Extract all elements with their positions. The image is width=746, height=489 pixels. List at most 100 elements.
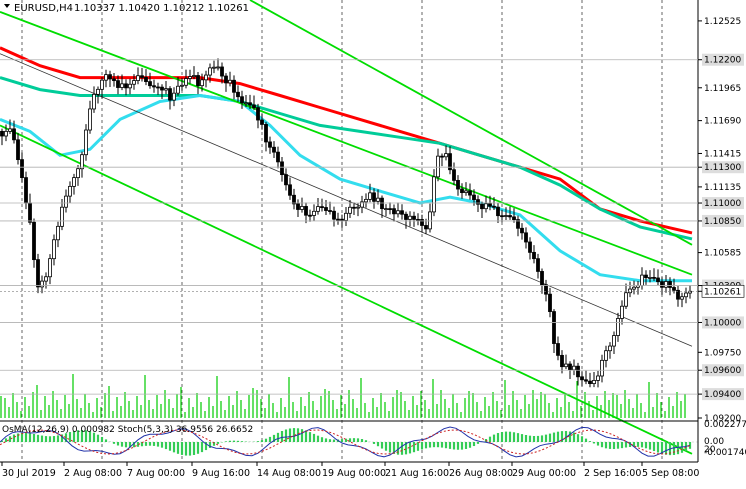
candle-body: [556, 343, 560, 356]
candle-body: [56, 225, 60, 241]
price-tick-label: 1.11000: [704, 199, 741, 209]
candle-body: [100, 79, 104, 90]
candle-body: [52, 239, 56, 260]
candle-body: [208, 67, 212, 76]
price-tick-label: 1.11965: [704, 84, 741, 94]
candle-body: [416, 218, 420, 221]
candle-body: [612, 335, 616, 347]
indicator-tick-label: -0.0017409: [704, 448, 746, 458]
level-label-bg: [702, 161, 744, 174]
candle-body: [60, 206, 64, 227]
candle-body: [4, 130, 8, 137]
level-label-bg: [702, 214, 744, 227]
triangle-down-icon[interactable]: [4, 4, 10, 8]
candle-body: [116, 80, 120, 88]
candle-body: [512, 216, 516, 221]
candle-body: [528, 241, 532, 253]
indicator-tick-label: 0.0022772: [704, 420, 746, 430]
level-label-bg: [702, 53, 744, 66]
candle-body: [172, 92, 176, 101]
time-tick-label: 9 Aug 16:00: [192, 468, 250, 479]
candle-body: [472, 194, 476, 201]
candle-body: [680, 296, 684, 300]
candle-body: [268, 141, 272, 148]
ohlc-values: 1.10337 1.10420 1.10212 1.10261: [74, 3, 249, 14]
candle-body: [188, 76, 192, 79]
candle-body: [628, 288, 632, 294]
candle-body: [372, 192, 376, 202]
stochastic-signal-line: [0, 429, 691, 455]
time-tick-label: 21 Aug 16:00: [385, 468, 449, 479]
candle-body: [344, 212, 348, 221]
price-tick-label: 1.11415: [704, 149, 741, 159]
candle-body: [12, 128, 16, 141]
symbol-label: EURUSD,H4: [14, 3, 73, 14]
candle-body: [248, 102, 252, 106]
candle-body: [488, 203, 492, 207]
candle-body: [652, 276, 656, 279]
time-tick-label: 5 Sep 08:00: [642, 468, 699, 479]
candle-body: [320, 206, 324, 209]
candle-body: [20, 159, 24, 179]
candle-body: [484, 203, 488, 210]
candle-body: [348, 206, 352, 214]
level-label-bg: [702, 197, 744, 210]
candle-body: [464, 190, 468, 193]
price-tick-label: 1.10850: [704, 217, 741, 227]
candle-body: [532, 251, 536, 260]
candle-body: [152, 85, 156, 88]
candle-body: [620, 305, 624, 319]
candle-body: [448, 153, 452, 171]
candle-body: [76, 168, 80, 179]
price-tick-label: 1.11135: [704, 183, 741, 193]
candle-body: [300, 206, 304, 210]
candle-body: [432, 176, 436, 213]
candle-body: [144, 77, 148, 83]
candle-body: [224, 75, 228, 84]
candle-body: [220, 66, 224, 77]
candle-body: [388, 208, 392, 211]
candle-body: [616, 318, 620, 336]
stochastic-main-line: [0, 426, 691, 458]
time-tick-label: 2 Sep 16:00: [584, 468, 641, 479]
candle-body: [600, 359, 604, 377]
candle-body: [328, 210, 332, 212]
indicator-label: OsMA(12,26,9) 0.000982 Stoch(5,3,3) 36.9…: [2, 425, 253, 435]
candle-body: [108, 74, 112, 80]
candle-body: [684, 292, 688, 298]
candle-body: [436, 155, 440, 178]
candle-body: [96, 88, 100, 95]
candle-body: [260, 119, 264, 125]
candle-body: [168, 88, 172, 101]
time-tick-label: 30 Jul 2019: [2, 468, 56, 479]
candle-body: [124, 83, 128, 89]
candle-body: [540, 271, 544, 286]
candle-body: [0, 130, 4, 137]
candle-body: [468, 190, 472, 196]
time-axis: 30 Jul 2019 2 Aug 08:00 7 Aug 00:00 9 Aug 1…: [0, 461, 699, 479]
candle-body: [340, 218, 344, 221]
candle-body: [64, 195, 68, 208]
candle-body: [244, 102, 248, 105]
candle-body: [584, 379, 588, 382]
candle-body: [476, 199, 480, 205]
candle-body: [24, 177, 28, 204]
candle-body: [644, 274, 648, 279]
candle-body: [456, 180, 460, 190]
candle-body: [588, 380, 592, 384]
indicator-tick-label: 20: [704, 445, 716, 455]
candle-body: [572, 365, 576, 371]
trend-line: [0, 124, 693, 455]
candle-body: [660, 281, 664, 288]
candle-body: [132, 80, 136, 85]
candle-body: [36, 259, 40, 288]
candle-body: [92, 93, 96, 110]
candle-body: [156, 86, 160, 89]
time-tick-label: 7 Aug 00:00: [127, 468, 185, 479]
level-label-bg: [702, 364, 744, 377]
candle-body: [428, 211, 432, 230]
candle-body: [180, 84, 184, 87]
candle-body: [296, 203, 300, 210]
